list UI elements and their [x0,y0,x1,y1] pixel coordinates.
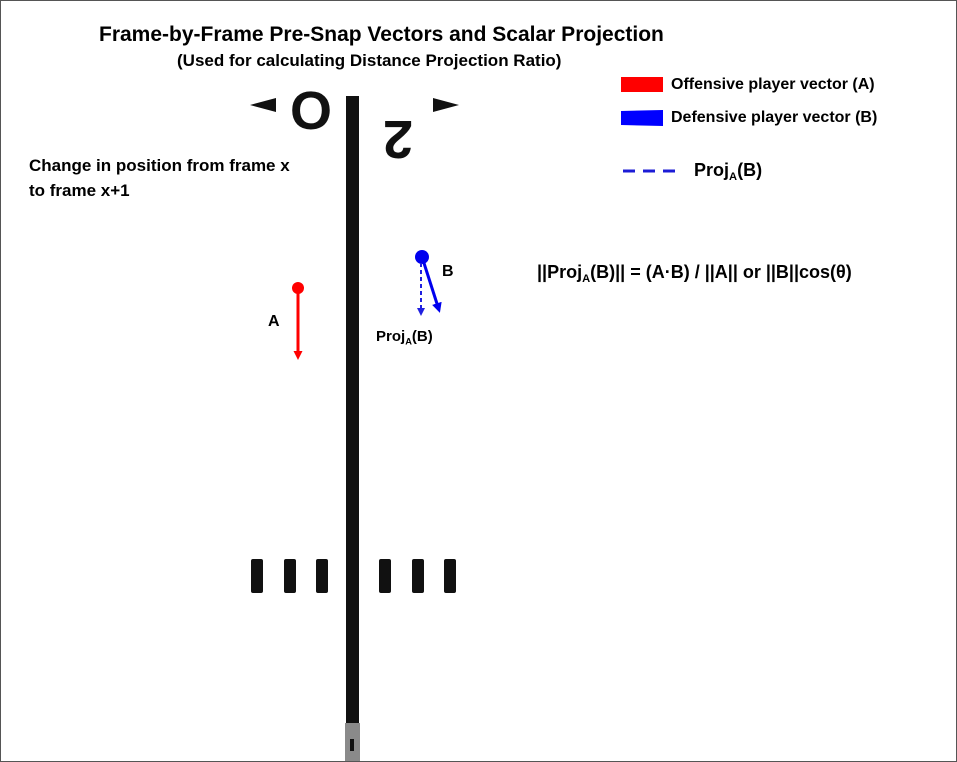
legend-item-defense: Defensive player vector (B) [671,109,877,127]
hash-mark [284,559,296,593]
vector-a-label: A [268,313,280,330]
change-in-position-note: Change in position from frame x to frame… [29,153,359,203]
yard-line-end-mark [350,739,354,751]
legend-label-projection: ProjA(B) [694,160,762,183]
formula-part-1: ||Proj [537,262,583,282]
hash-marks [251,559,456,593]
hash-mark [316,559,328,593]
vector-b-arrow [421,259,442,313]
legend-item-projection: ProjA(B) [694,160,762,183]
hash-mark [412,559,424,593]
formula-sub: A [582,272,591,285]
vector-a-origin [292,282,304,294]
legend-label-defense: Defensive player vector (B) [671,109,878,126]
projection-label: ProjA(B) [376,328,433,346]
yard-number-left-digit: O [290,81,332,141]
legend-item-offense: Offensive player vector (A) [671,76,875,94]
scalar-projection-formula: ||ProjA(B)|| = (A·B) / ||A|| or ||B||cos… [537,262,852,285]
change-note-line-1: Change in position from frame x [29,156,290,175]
hash-mark [444,559,456,593]
vector-b-origin [415,250,429,264]
diagram-title: Frame-by-Frame Pre-Snap Vectors and Scal… [99,23,664,46]
projection-label-suffix: (B) [411,328,433,345]
hash-mark [251,559,263,593]
change-note-line-2: to frame x+1 [29,181,130,200]
formula-part-2: (B)|| = (A·B) / ||A|| or ||B||cos(θ) [590,262,852,282]
yard-number-50: O 2 [250,81,459,169]
projection-label-prefix: Proj [376,328,406,345]
yard-arrow-right-icon [433,98,459,112]
yard-number-right-digit: 2 [383,109,413,169]
legend-label-offense: Offensive player vector (A) [671,76,875,93]
diagram-subtitle: (Used for calculating Distance Projectio… [177,51,562,70]
legend-swatch-defense [621,110,663,126]
legend-proj-prefix: Proj [694,160,730,180]
yard-arrow-left-icon [250,98,276,112]
legend-swatch-offense [621,77,663,92]
hash-mark [379,559,391,593]
legend-proj-sub: A [729,170,738,183]
vector-b-label: B [442,263,454,280]
legend-proj-suffix: (B) [737,160,763,180]
projection-label-sub: A [405,336,412,347]
yard-line [346,96,359,761]
